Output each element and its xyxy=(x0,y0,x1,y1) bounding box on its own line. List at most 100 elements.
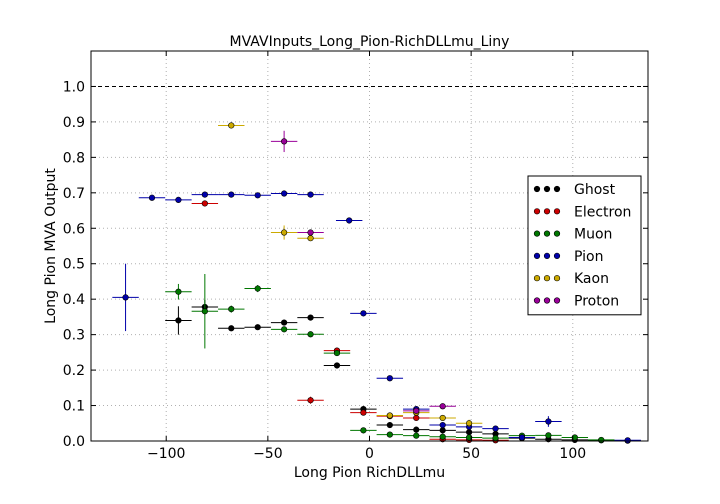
tick-layer: −100 −50 0 50 100 0.0 0.1 0.2 0.3 0.4 0.5 0.6 0.7 0.8… xyxy=(63,51,648,462)
legend-item-kaon: Kaon xyxy=(533,271,609,287)
data-point xyxy=(175,288,182,295)
legend-marker xyxy=(553,275,561,282)
legend-marker xyxy=(533,275,541,282)
data-point xyxy=(360,409,367,416)
y-tick-label: 0.7 xyxy=(63,186,85,202)
legend-marker xyxy=(533,230,541,237)
data-point xyxy=(254,324,261,331)
legend-marker xyxy=(543,230,551,237)
data-point xyxy=(439,427,446,434)
legend: Ghost Electron Muon Pion Kaon Proton xyxy=(527,175,642,316)
legend-label: Kaon xyxy=(574,271,609,287)
legend-item-pion: Pion xyxy=(533,249,603,265)
x-tick-label: 100 xyxy=(559,446,586,462)
data-point xyxy=(439,403,446,410)
data-point xyxy=(518,434,526,441)
data-point xyxy=(439,433,446,440)
data-point xyxy=(228,306,235,313)
legend-marker xyxy=(543,297,551,304)
data-point xyxy=(386,421,393,429)
data-point xyxy=(254,192,261,199)
data-point xyxy=(148,194,156,201)
legend-label: Electron xyxy=(574,204,631,220)
x-axis-label: Long Pion RichDLLmu xyxy=(294,465,445,481)
data-layer xyxy=(112,122,641,444)
data-point xyxy=(413,432,420,439)
chart-title: MVAVInputs_Long_Pion-RichDLLmu_Liny xyxy=(230,34,510,50)
data-point xyxy=(360,310,367,317)
data-point xyxy=(254,285,261,292)
legend-box xyxy=(527,175,642,316)
data-point xyxy=(228,325,235,332)
legend-item-muon: Muon xyxy=(533,227,612,243)
data-point xyxy=(281,138,288,145)
legend-marker xyxy=(533,252,541,259)
x-tick-label: −100 xyxy=(147,446,185,462)
data-point xyxy=(122,294,129,301)
data-point xyxy=(413,426,420,433)
data-point xyxy=(307,397,314,404)
data-point xyxy=(492,425,499,432)
legend-marker xyxy=(553,252,561,259)
data-point xyxy=(307,191,314,198)
data-point xyxy=(228,122,235,129)
data-point xyxy=(175,196,182,204)
legend-marker xyxy=(543,208,551,215)
data-point xyxy=(201,191,208,198)
y-tick-label: 0.6 xyxy=(63,221,85,237)
data-point xyxy=(624,437,631,444)
data-point xyxy=(201,308,208,315)
data-point xyxy=(281,326,288,333)
data-point xyxy=(466,420,473,427)
legend-item-electron: Electron xyxy=(533,204,631,220)
data-point xyxy=(386,431,393,438)
data-point xyxy=(360,427,367,434)
y-tick-label: 1.0 xyxy=(63,79,85,95)
data-point xyxy=(413,407,420,414)
data-point xyxy=(307,229,314,236)
legend-marker xyxy=(543,275,551,282)
legend-marker xyxy=(543,185,551,193)
x-tick-label: −50 xyxy=(253,446,283,462)
legend-marker xyxy=(553,297,561,304)
legend-label: Ghost xyxy=(574,182,616,198)
data-point xyxy=(281,190,288,197)
legend-item-proton: Proton xyxy=(533,294,619,310)
legend-marker xyxy=(553,208,561,215)
y-tick-label: 0.0 xyxy=(63,434,85,450)
data-point xyxy=(307,331,314,338)
legend-marker xyxy=(553,230,561,237)
y-tick-label: 0.9 xyxy=(63,115,85,131)
data-point xyxy=(545,432,552,439)
data-point xyxy=(281,229,288,236)
data-point xyxy=(333,362,341,369)
data-point xyxy=(175,317,182,324)
legend-label: Muon xyxy=(574,227,612,243)
data-point xyxy=(333,349,341,357)
legend-marker xyxy=(543,252,551,259)
data-point xyxy=(598,436,605,444)
data-point xyxy=(439,421,446,429)
legend-marker xyxy=(553,185,561,193)
legend-label: Pion xyxy=(574,249,603,265)
data-point xyxy=(439,414,446,422)
data-point xyxy=(386,375,393,382)
series-proton xyxy=(270,130,456,414)
data-point xyxy=(413,414,420,422)
x-tick-label: 50 xyxy=(462,446,480,462)
data-point xyxy=(281,319,288,326)
data-point xyxy=(201,200,208,207)
data-point xyxy=(492,435,499,442)
data-point xyxy=(346,217,353,224)
data-point xyxy=(307,314,314,321)
data-point xyxy=(466,429,473,436)
x-tick-label: 0 xyxy=(365,446,374,462)
y-tick-label: 0.8 xyxy=(63,150,85,166)
y-tick-label: 0.5 xyxy=(63,257,85,273)
legend-marker xyxy=(533,185,541,193)
data-point xyxy=(571,434,578,441)
data-point xyxy=(228,191,235,198)
data-point xyxy=(545,418,552,425)
